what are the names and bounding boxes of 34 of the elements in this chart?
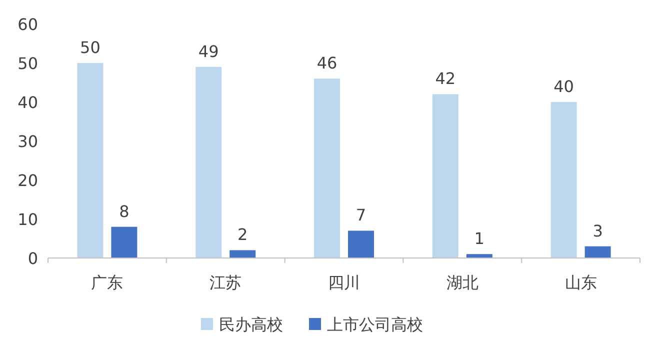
bar	[550, 102, 577, 258]
y-tick-label: 50	[18, 54, 38, 73]
data-label: 50	[80, 38, 100, 57]
y-tick-label: 60	[18, 15, 38, 34]
bar	[584, 246, 611, 258]
x-tick-label: 广东	[91, 273, 124, 292]
x-tick-label: 四川	[328, 273, 360, 292]
data-label: 1	[474, 229, 484, 248]
data-label: 42	[435, 69, 456, 88]
y-tick-label: 10	[18, 210, 38, 229]
bar	[111, 226, 138, 258]
legend-label: 民办高校	[219, 315, 283, 334]
data-label: 3	[592, 221, 603, 240]
data-label: 7	[356, 206, 366, 225]
data-label: 49	[198, 42, 219, 61]
bar	[348, 230, 374, 258]
y-tick-label: 20	[18, 171, 38, 190]
y-tick-label: 0	[28, 249, 38, 268]
x-tick-label: 江苏	[210, 273, 242, 292]
y-tick-label: 30	[18, 132, 38, 151]
legend-label: 上市公司高校	[327, 315, 423, 334]
data-label: 2	[238, 225, 248, 244]
data-label: 46	[316, 54, 338, 73]
bar	[196, 66, 222, 258]
bar	[77, 63, 104, 258]
data-label: 40	[554, 77, 574, 96]
x-tick-label: 湖北	[446, 273, 478, 292]
x-tick-label: 山东	[564, 273, 597, 292]
data-label: 8	[119, 202, 130, 221]
bar	[314, 78, 340, 258]
bar	[432, 94, 458, 258]
y-tick-label: 40	[18, 93, 38, 112]
bar	[466, 254, 492, 258]
bar	[230, 250, 256, 258]
